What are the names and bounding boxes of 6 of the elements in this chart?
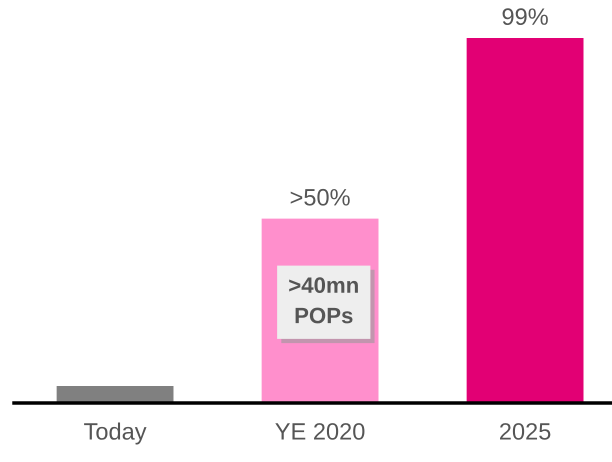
x-tick-label: Today	[84, 422, 147, 444]
x-tick-label: 2025	[500, 423, 550, 440]
annotation: >40mn POPs	[289, 277, 358, 324]
data-label: 99%	[502, 8, 548, 25]
data-label: >50%	[290, 188, 350, 206]
x-tick-label: YE 2020	[275, 423, 364, 440]
